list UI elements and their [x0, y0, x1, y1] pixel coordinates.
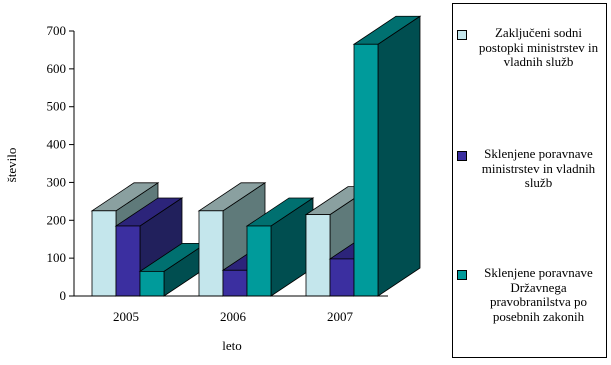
- y-tick-label: 600: [47, 61, 67, 76]
- legend-swatch-series-1: [457, 30, 467, 40]
- y-tick-label: 200: [47, 212, 67, 227]
- bar-front-face: [198, 210, 224, 297]
- x-tick-label: 2007: [327, 309, 354, 324]
- bar-front-face: [305, 214, 331, 297]
- y-tick-label: 300: [47, 174, 67, 189]
- bar-side-face: [377, 15, 421, 297]
- legend-item-series-3: Sklenjene poravnave Državnega pravobrani…: [457, 265, 605, 324]
- x-tick-label: 2006: [220, 309, 247, 324]
- legend-label-series-1: Zaključeni sodni postopki ministrstev in…: [478, 25, 599, 69]
- y-axis-title: število: [4, 148, 19, 183]
- bar-front-face: [91, 210, 117, 297]
- y-tick-label: 700: [47, 23, 67, 38]
- legend-swatch-series-2: [457, 151, 467, 161]
- bar-front-face: [222, 269, 248, 297]
- y-tick-label: 400: [47, 137, 67, 152]
- y-tick-label: 100: [47, 250, 67, 265]
- bar-chart: 0 100 200 300 400 500 600 700 2005 2006 2007 štev…: [4, 15, 422, 353]
- legend-item-series-2: Sklenjene poravnave ministrstev in vladn…: [457, 146, 605, 191]
- legend: Zaključeni sodni postopki ministrstev in…: [452, 3, 607, 358]
- bars: [90, 15, 422, 297]
- bar: [352, 15, 422, 297]
- bar-front-face: [139, 270, 165, 297]
- y-tick-label: 500: [47, 99, 67, 114]
- bar-front-face: [115, 225, 141, 297]
- x-axis-title: leto: [222, 338, 242, 353]
- x-axis: 2005 2006 2007: [74, 295, 388, 324]
- legend-item-series-1: Zaključeni sodni postopki ministrstev in…: [457, 25, 605, 70]
- bar-front-face: [246, 225, 272, 297]
- y-axis: 0 100 200 300 400 500 600 700: [47, 23, 75, 303]
- bar: [245, 197, 315, 297]
- legend-label-series-2: Sklenjene poravnave ministrstev in vladn…: [481, 146, 596, 190]
- x-tick-label: 2005: [113, 309, 139, 324]
- bar-front-face: [329, 258, 355, 297]
- legend-label-series-3: Sklenjene poravnave Državnega pravobrani…: [484, 265, 593, 324]
- legend-swatch-series-3: [457, 270, 467, 280]
- bar-front-face: [353, 43, 379, 297]
- y-tick-label: 0: [60, 288, 67, 303]
